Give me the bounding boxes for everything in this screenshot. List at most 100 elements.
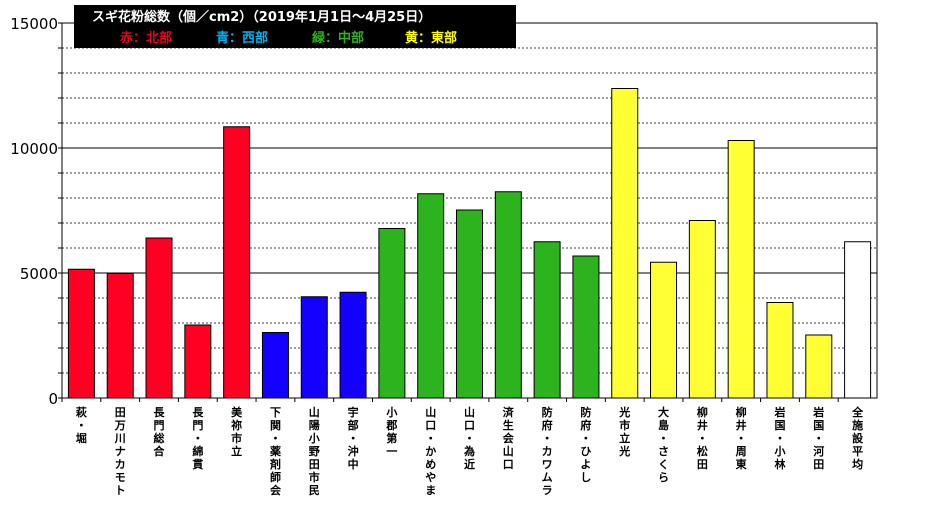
x-tick-label-char: 為	[464, 444, 475, 458]
x-tick-label-char: よ	[580, 458, 591, 471]
x-tick-label-char: 立	[619, 431, 630, 445]
x-tick-label-char: 沖	[348, 444, 359, 458]
x-tick-label-char: ラ	[542, 484, 553, 497]
legend-item-central: 緑：中部	[312, 30, 364, 46]
x-tick-label: 柳井・周東	[736, 405, 748, 471]
x-tick-label-char: 大	[658, 405, 669, 419]
x-tick-label-char: 井	[736, 418, 747, 432]
x-tick-label-char: 陽	[309, 418, 320, 432]
x-tick-label-char: 口	[425, 419, 436, 432]
x-tick-label-char: 松	[697, 444, 708, 458]
x-tick-label-char: 田	[697, 458, 708, 471]
bar	[261, 332, 289, 399]
x-tick-label-char: 国	[813, 419, 824, 432]
x-label-layer: 萩・堀田万川ナカモト長門総合長門・綿貫美祢市立下関・薬剤師会山陽小野田市民宇部・…	[75, 405, 864, 497]
x-tick-label-char: 門	[192, 419, 203, 432]
x-tick-label-char: ・	[192, 432, 203, 445]
x-tick-label: 岩国・小林	[773, 405, 785, 471]
x-tick-label-char: 田	[813, 458, 824, 471]
x-tick-label-char: 中	[348, 457, 359, 471]
x-tick-label-char: 岩	[812, 405, 824, 419]
x-tick-label-char: か	[425, 445, 436, 458]
x-tick-label-char: カ	[115, 458, 126, 471]
x-tick-label-char: 山	[464, 405, 475, 419]
x-tick-label-char: 府	[580, 418, 591, 432]
x-tick-label-char: 施	[852, 418, 863, 432]
legend-box: スギ花粉総数（個／cm2）（2019年1月1日～4月25日） 赤：北部 青：西部…	[74, 5, 516, 48]
x-tick-label-char: 口	[464, 419, 475, 432]
bar	[572, 255, 600, 399]
x-tick-label-char: 光	[618, 444, 630, 458]
legend-item-north: 赤：北部	[120, 30, 172, 46]
bar	[300, 296, 328, 399]
x-tick-label-char: 川	[114, 432, 126, 445]
bar	[184, 324, 212, 399]
bar	[417, 193, 445, 399]
y-tick-label: 5000	[20, 265, 58, 283]
x-tick-label-char: 祢	[231, 418, 242, 432]
legend-item-west: 青：西部	[216, 30, 268, 46]
x-tick-label-char: 民	[309, 484, 320, 497]
x-tick-label-char: 万	[114, 419, 126, 432]
x-tick-label-char: 林	[774, 457, 785, 471]
bar	[106, 273, 134, 399]
x-tick-label-char: ・	[76, 419, 87, 432]
bar	[727, 140, 755, 399]
x-tick-label-char: 長	[192, 406, 204, 419]
x-tick-label-char: 堀	[76, 431, 87, 445]
x-tick-label: 大島・さくら	[658, 405, 669, 484]
x-tick-label-char: 防	[542, 405, 553, 419]
x-tick-label-char: 貫	[192, 458, 203, 471]
x-tick-label-char: 薬	[270, 444, 282, 458]
x-tick-label-char: 会	[270, 483, 282, 497]
x-tick-label-char: 田	[115, 406, 126, 419]
x-tick-label-char: 小	[385, 405, 397, 419]
x-tick-label-char: 長	[154, 406, 166, 419]
x-tick-label-char: 宇	[348, 405, 359, 419]
bar	[844, 241, 872, 399]
bar	[494, 191, 522, 399]
x-tick-label-char: 平	[852, 445, 863, 458]
x-tick-label-char: め	[425, 458, 436, 471]
x-tick-label-char: 郡	[385, 419, 397, 432]
x-tick-label-char: ・	[464, 432, 475, 445]
x-tick-label-char: 周	[736, 445, 747, 458]
x-tick-label-char: 門	[154, 419, 165, 432]
x-tick-label-char: 野	[309, 445, 320, 458]
x-tick-label: 防府・ひよし	[580, 405, 591, 484]
bar	[766, 302, 794, 399]
bar	[611, 88, 639, 399]
x-tick-label-char: 小	[308, 431, 320, 445]
x-tick-label: 萩・堀	[75, 405, 87, 445]
x-tick-label-char: 会	[503, 431, 515, 445]
x-tick-label-char: ・	[542, 432, 553, 445]
x-tick-label-char: 山	[503, 444, 514, 458]
x-tick-label-char: 近	[464, 457, 475, 471]
x-tick-label-char: 師	[270, 470, 281, 484]
x-tick-label-char: 綿	[192, 444, 203, 458]
x-tick-label-char: 済	[503, 405, 515, 419]
x-tick-label-char: ・	[736, 432, 747, 445]
x-tick-label: 長門・綿貫	[192, 406, 204, 471]
x-tick-label-char: 山	[309, 405, 320, 419]
x-tick-label-char: モ	[115, 471, 126, 484]
axis-layer: 0 5000 10000 15000	[10, 15, 839, 408]
x-tick-label-char: 市	[309, 470, 320, 484]
legend-item-east: 黄：東部	[405, 30, 457, 46]
x-tick-label-char: や	[425, 471, 436, 484]
y-tick-label: 15000	[10, 15, 58, 33]
x-tick-label-char: 山	[425, 405, 436, 419]
x-tick-label-char: 小	[773, 444, 785, 458]
x-tick-label-char: 生	[503, 418, 514, 432]
x-tick-label-char: 国	[774, 419, 785, 432]
x-tick-label-char: ナ	[115, 445, 126, 458]
x-tick-label-char: 全	[851, 405, 864, 419]
x-tick-label-char: 東	[736, 457, 748, 471]
